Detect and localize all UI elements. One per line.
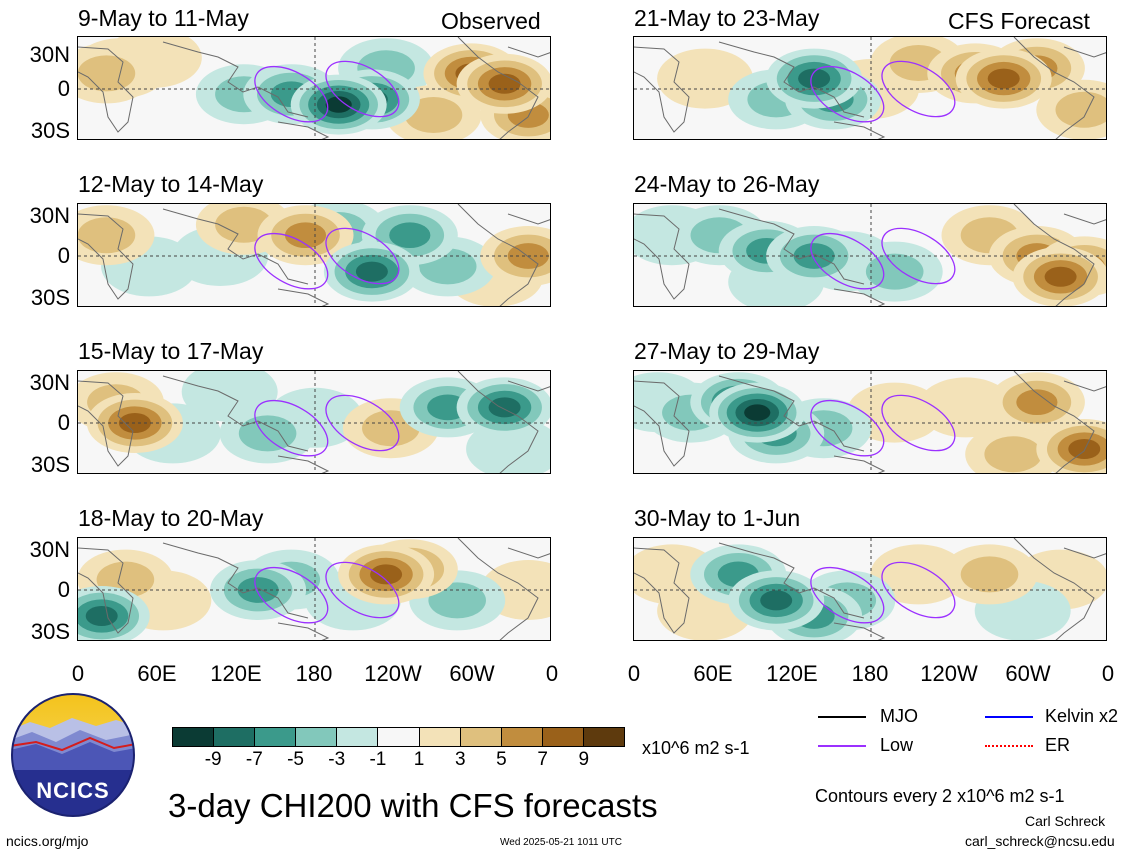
map-panel-fcst-1	[633, 36, 1107, 140]
lon-label-120w: 120W	[364, 661, 422, 686]
map-field	[78, 538, 550, 640]
legend-line-low	[818, 745, 866, 747]
author-email[interactable]: carl_schreck@ncsu.edu	[965, 833, 1115, 849]
lon-label-60w: 60W	[449, 661, 495, 686]
lon-label-60w: 60W	[1005, 661, 1051, 686]
map-panel-fcst-2	[633, 203, 1107, 307]
panel-title-fcst-3: 27-May to 29-May	[634, 338, 820, 364]
site-url[interactable]: ncics.org/mjo	[6, 833, 89, 849]
colorbar-tick-label: -1	[369, 749, 387, 770]
lat-label-30n: 30N	[29, 203, 70, 228]
colorbar-swatch	[337, 728, 379, 746]
panel-title-obs-1: 9-May to 11-May	[78, 5, 249, 31]
colorbar-tick-label: -7	[245, 749, 263, 770]
map-panel-obs-2	[77, 203, 551, 307]
colorbar-tick-label: 1	[413, 749, 425, 770]
colorbar-swatch	[255, 728, 297, 746]
colorbar-swatch	[214, 728, 256, 746]
lon-label-0: 0	[1101, 661, 1115, 686]
lat-label-30s: 30S	[30, 285, 70, 310]
legend-line-mjo	[818, 716, 866, 718]
lon-label-120e: 120E	[766, 661, 818, 686]
colorbar-tick-label: -9	[204, 749, 222, 770]
legend-line-kelvin	[985, 716, 1033, 718]
lat-label-eq: 0	[57, 243, 70, 268]
author-name: Carl Schreck	[1025, 813, 1106, 829]
panel-title-fcst-1: 21-May to 23-May	[634, 5, 820, 31]
lat-label-30s: 30S	[30, 619, 70, 644]
lat-label-30n: 30N	[29, 537, 70, 562]
lon-label-0: 0	[545, 661, 559, 686]
figure-title: 3-day CHI200 with CFS forecasts	[168, 787, 658, 824]
colorbar-swatch	[501, 728, 543, 746]
panel-title-obs-3: 15-May to 17-May	[78, 338, 264, 364]
lon-label-120e: 120E	[210, 661, 262, 686]
lon-label-0: 0	[71, 661, 85, 686]
lat-label-30s: 30S	[30, 118, 70, 143]
colorbar-tick-label: 3	[454, 749, 466, 770]
timestamp: Wed 2025-05-21 1011 UTC	[500, 837, 622, 848]
map-field	[78, 37, 550, 139]
lat-label-30s: 30S	[30, 452, 70, 477]
legend-label-low: Low	[880, 735, 914, 755]
panel-title-fcst-2: 24-May to 26-May	[634, 171, 820, 197]
map-field	[634, 538, 1106, 640]
colorbar	[172, 727, 625, 747]
map-field	[78, 371, 550, 473]
map-field	[634, 204, 1106, 306]
colorbar-tick-label: -3	[328, 749, 346, 770]
lon-label-60e: 60E	[693, 661, 733, 686]
contour-note: Contours every 2 x10^6 m2 s-1	[815, 786, 1065, 806]
colorbar-swatch	[542, 728, 584, 746]
lat-label-eq: 0	[57, 76, 70, 101]
colorbar-tick-label: -5	[287, 749, 304, 770]
colorbar-units: x10^6 m2 s-1	[642, 738, 750, 758]
legend-label-mjo: MJO	[880, 706, 918, 726]
observed-label: Observed	[441, 8, 541, 34]
map-field	[634, 371, 1106, 473]
lon-label-60e: 60E	[137, 661, 177, 686]
lat-label-eq: 0	[57, 410, 70, 435]
colorbar-swatch	[378, 728, 420, 746]
colorbar-swatch	[296, 728, 338, 746]
colorbar-swatch	[173, 728, 215, 746]
lat-label-eq: 0	[57, 577, 70, 602]
map-panel-fcst-3	[633, 370, 1107, 474]
colorbar-swatch	[419, 728, 461, 746]
map-field	[634, 37, 1106, 139]
colorbar-tick-label: 5	[496, 749, 507, 770]
lon-label-180: 180	[851, 661, 889, 686]
colorbar-swatch	[583, 728, 625, 746]
legend-label-er: ER	[1045, 735, 1071, 755]
legend-line-er	[985, 745, 1033, 747]
lat-label-30n: 30N	[29, 370, 70, 395]
lon-label-180: 180	[295, 661, 333, 686]
map-panel-obs-3	[77, 370, 551, 474]
logo-text: NCICS	[36, 778, 110, 803]
cfs-forecast-label: CFS Forecast	[948, 8, 1090, 34]
panel-title-fcst-4: 30-May to 1-Jun	[634, 505, 801, 531]
lon-label-0: 0	[627, 661, 641, 686]
map-panel-obs-4	[77, 537, 551, 641]
map-panel-fcst-4	[633, 537, 1107, 641]
lat-label-30n: 30N	[29, 42, 70, 67]
map-field	[78, 204, 550, 306]
colorbar-swatch	[460, 728, 502, 746]
panel-title-obs-4: 18-May to 20-May	[78, 505, 264, 531]
ncics-logo: NCICS	[10, 692, 136, 818]
legend-label-kelvin: Kelvin x2	[1045, 706, 1119, 726]
colorbar-tick-label: 7	[537, 749, 548, 770]
panel-title-obs-2: 12-May to 14-May	[78, 171, 264, 197]
colorbar-tick-label: 9	[578, 749, 590, 770]
map-panel-obs-1	[77, 36, 551, 140]
lon-label-120w: 120W	[920, 661, 978, 686]
